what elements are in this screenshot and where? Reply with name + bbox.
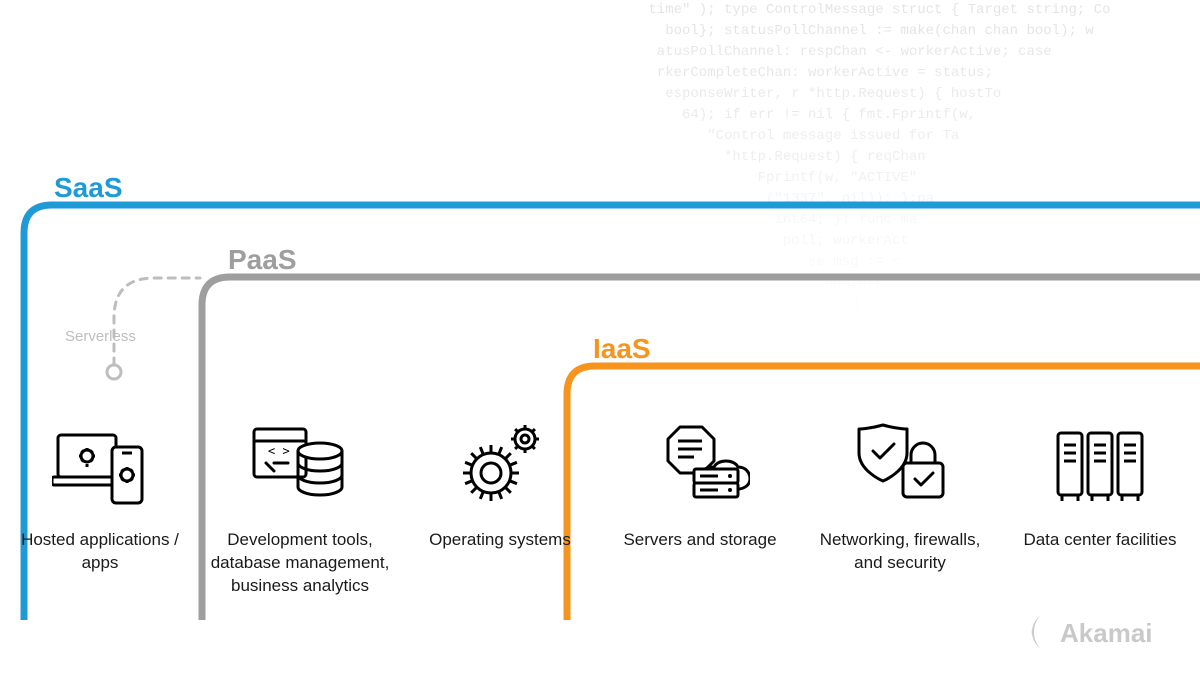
item-caption: Operating systems: [410, 529, 590, 552]
item-hosted-apps: Hosted applications / apps: [0, 415, 200, 598]
item-caption: Development tools, database management, …: [210, 529, 390, 598]
item-networking: Networking, firewalls, and security: [800, 415, 1000, 598]
svg-text:< >: < >: [268, 444, 290, 458]
iaas-label: IaaS: [593, 333, 651, 365]
serverless-label: Serverless: [65, 328, 136, 345]
items-row: Hosted applications / apps < > Developme…: [0, 415, 1200, 598]
gears-icon: [410, 415, 590, 505]
item-caption: Networking, firewalls, and security: [810, 529, 990, 575]
item-datacenter: Data center facilities: [1000, 415, 1200, 598]
item-caption: Servers and storage: [610, 529, 790, 552]
devices-icon: [10, 415, 190, 505]
devdb-icon: < >: [210, 415, 390, 505]
item-caption: Hosted applications / apps: [10, 529, 190, 575]
item-servers: Servers and storage: [600, 415, 800, 598]
akamai-logo: Akamai: [1022, 612, 1172, 657]
logo-text: Akamai: [1060, 618, 1153, 648]
item-os: Operating systems: [400, 415, 600, 598]
paas-label: PaaS: [228, 244, 297, 276]
saas-label: SaaS: [54, 172, 123, 204]
racks-icon: [1010, 415, 1190, 505]
item-dev-tools: < > Development tools, database manageme…: [200, 415, 400, 598]
server-storage-icon: [610, 415, 790, 505]
item-caption: Data center facilities: [1010, 529, 1190, 552]
security-icon: [810, 415, 990, 505]
